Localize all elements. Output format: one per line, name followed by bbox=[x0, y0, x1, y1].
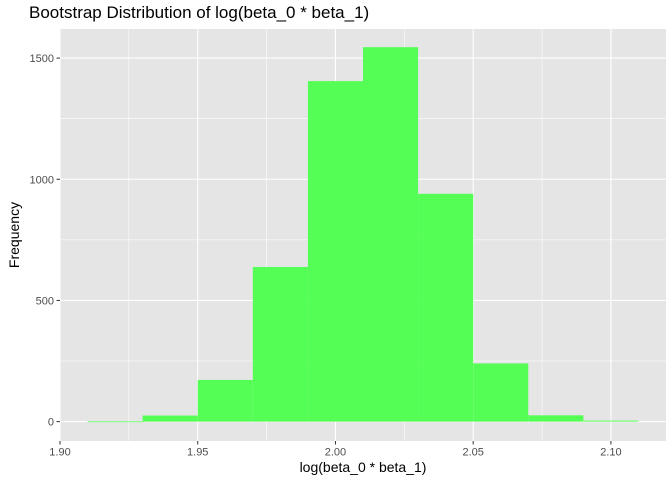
axes: 1.90 1.95 2.00 2.05 2.10 0 500 1000 1500 bbox=[30, 53, 622, 458]
histogram-bar bbox=[252, 266, 308, 422]
histogram-bars bbox=[87, 47, 639, 423]
histogram-bar bbox=[307, 81, 363, 422]
chart-title: Bootstrap Distribution of log(beta_0 * b… bbox=[29, 3, 370, 22]
x-tick-label: 1.95 bbox=[187, 447, 208, 459]
y-tick-label: 500 bbox=[36, 295, 54, 307]
y-tick-label: 0 bbox=[48, 417, 54, 429]
y-tick-label: 1000 bbox=[30, 174, 54, 186]
y-tick-label: 1500 bbox=[30, 53, 54, 65]
x-tick-label: 1.90 bbox=[49, 447, 70, 459]
histogram-bar bbox=[473, 363, 529, 422]
x-tick-label: 2.10 bbox=[600, 447, 621, 459]
histogram-bar bbox=[142, 415, 198, 422]
histogram-bar bbox=[87, 421, 143, 423]
histogram-bar bbox=[197, 379, 253, 422]
histogram-bar bbox=[418, 193, 474, 422]
histogram-bar bbox=[528, 415, 584, 422]
x-tick-label: 2.00 bbox=[325, 447, 346, 459]
histogram-bar bbox=[583, 420, 639, 422]
x-tick-label: 2.05 bbox=[462, 447, 483, 459]
histogram-bar bbox=[363, 47, 419, 422]
y-axis-title: Frequency bbox=[6, 202, 22, 268]
x-axis-title: log(beta_0 * beta_1) bbox=[300, 459, 427, 475]
